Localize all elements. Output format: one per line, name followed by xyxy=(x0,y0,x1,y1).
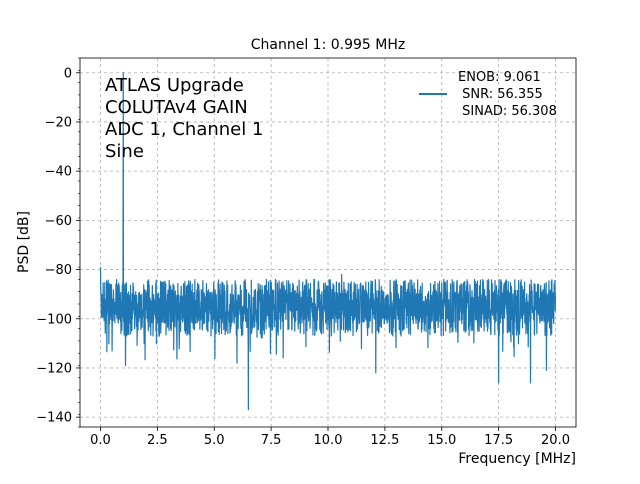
y-ticks: 0 −20 −40 −60 −80 −100 −120 −140 xyxy=(36,57,80,428)
x-tick-label: 12.5 xyxy=(370,433,399,448)
x-tick-label: 5.0 xyxy=(204,433,225,448)
y-tick-label: −40 xyxy=(45,165,72,180)
annotation-line: Sine xyxy=(105,141,144,162)
x-tick-label: 10.0 xyxy=(314,433,343,448)
y-tick-label: −20 xyxy=(45,115,72,130)
annotation-line: ATLAS Upgrade xyxy=(105,75,244,96)
legend: ENOB: 9.061 SNR: 56.355 SINAD: 56.308 xyxy=(419,70,557,119)
x-ticks: 0.0 2.5 5.0 7.5 10.0 12.5 15.0 17.5 20.0 xyxy=(90,427,570,448)
legend-entry: SNR: 56.355 xyxy=(458,87,543,102)
y-tick-label: −80 xyxy=(45,263,72,278)
x-axis-label: Frequency [MHz] xyxy=(458,451,576,467)
legend-entry: ENOB: 9.061 xyxy=(458,70,541,85)
y-axis-label: PSD [dB] xyxy=(16,211,32,273)
y-tick-label: −60 xyxy=(45,214,72,229)
x-tick-label: 15.0 xyxy=(427,433,456,448)
psd-series-line xyxy=(99,72,557,411)
psd-line-layer xyxy=(99,72,557,411)
y-tick-label: −100 xyxy=(36,312,72,327)
annotation-block: ATLAS Upgrade COLUTAv4 GAIN ADC 1, Chann… xyxy=(105,75,263,162)
y-tick-label: −140 xyxy=(36,411,72,426)
x-tick-label: 0.0 xyxy=(90,433,111,448)
x-tick-label: 2.5 xyxy=(147,433,168,448)
annotation-line: COLUTAv4 GAIN xyxy=(105,97,248,118)
y-tick-label: 0 xyxy=(64,66,72,81)
x-tick-label: 17.5 xyxy=(484,433,513,448)
legend-entry: SINAD: 56.308 xyxy=(458,104,557,119)
chart-title: Channel 1: 0.995 MHz xyxy=(251,37,406,53)
y-tick-label: −120 xyxy=(36,361,72,376)
x-tick-label: 7.5 xyxy=(261,433,282,448)
annotation-line: ADC 1, Channel 1 xyxy=(105,119,263,140)
x-tick-label: 20.0 xyxy=(541,433,570,448)
